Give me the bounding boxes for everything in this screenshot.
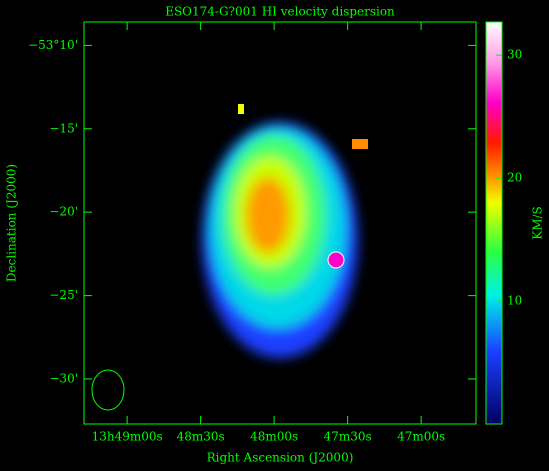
colorbar-tick-label: 20 xyxy=(507,171,522,185)
x-axis-label: Right Ascension (J2000) xyxy=(207,451,354,465)
plot-frame xyxy=(83,21,477,425)
y-tick-label: −20' xyxy=(49,205,78,219)
hot-spot xyxy=(238,104,244,114)
chart-title: ESO174-G?001 HI velocity dispersion xyxy=(165,5,395,19)
beam xyxy=(91,369,125,411)
y-axis-label: Declination (J2000) xyxy=(5,164,19,282)
x-tick-label: 47m00s xyxy=(397,430,445,444)
hot-spot xyxy=(352,139,368,149)
colorbar-tick-label: 10 xyxy=(507,294,522,308)
x-tick-label: 48m00s xyxy=(250,430,298,444)
hot-spot xyxy=(327,251,345,269)
y-tick-label: −25' xyxy=(49,288,78,302)
x-tick-label: 48m30s xyxy=(177,430,225,444)
colorbar-tick-label: 30 xyxy=(507,48,522,62)
y-tick-label: −53°10' xyxy=(28,38,78,52)
y-tick-label: −30' xyxy=(49,371,78,385)
dispersion-map xyxy=(202,122,358,358)
x-tick-label: 13h49m00s xyxy=(92,430,163,444)
x-tick-label: 47m30s xyxy=(324,430,372,444)
colorbar-label: KM/S xyxy=(531,206,545,240)
colorbar xyxy=(486,22,502,424)
y-tick-label: −15' xyxy=(49,121,78,135)
colorbar-frame xyxy=(485,21,503,425)
